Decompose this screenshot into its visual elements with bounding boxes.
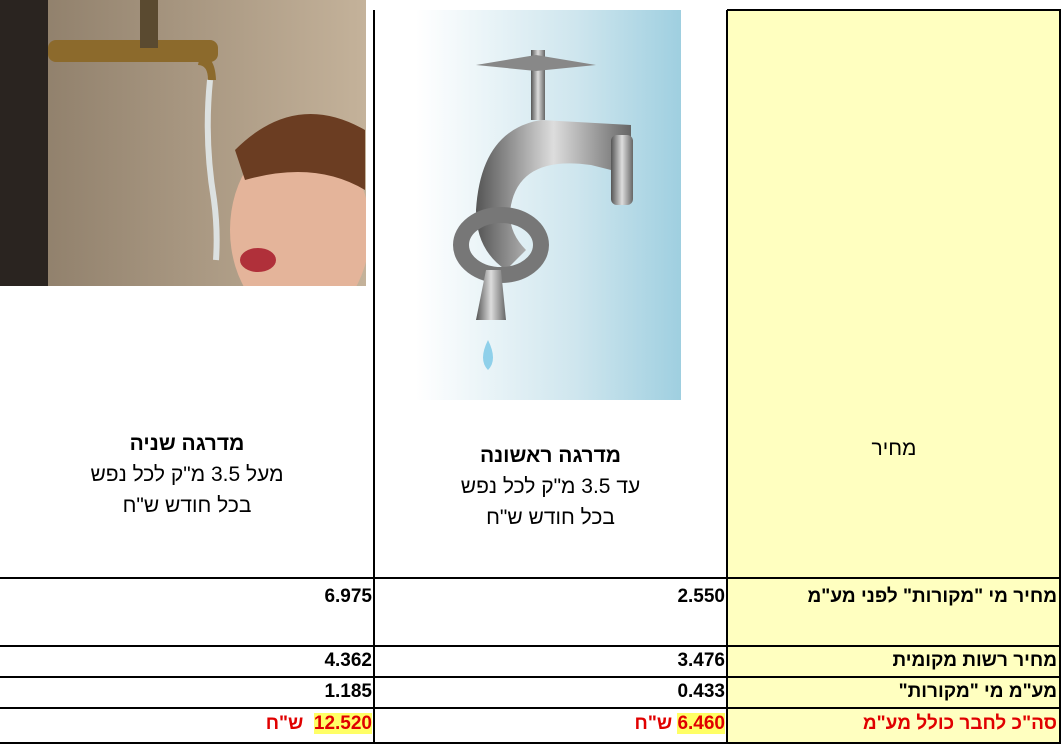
total-unit: ש"ח <box>635 713 673 734</box>
border <box>0 577 1061 579</box>
cell-value: 2.550 <box>374 582 725 612</box>
border <box>0 645 1061 647</box>
border <box>0 707 1061 709</box>
tier-header: מדרגה שניה מעל 3.5 מ"ק לכל נפש בכל חודש … <box>0 428 374 521</box>
total-label: סה"כ לחבר כולל מע"מ <box>727 709 1061 739</box>
total-cell: 12.520 ש"ח <box>0 709 372 739</box>
total-value: 12.520 <box>314 713 372 734</box>
tier-line: בכל חודש ש"ח <box>0 490 374 521</box>
page: {"table": { "header": { "label": "מחיר",… <box>0 0 1061 744</box>
row-label: מחיר מי "מקורות" לפני מע"מ <box>727 580 1061 613</box>
row-label: מחיר רשות מקומית <box>727 646 1061 676</box>
tier-line: מעל 3.5 מ"ק לכל נפש <box>0 459 374 490</box>
tier-line: בכל חודש ש"ח <box>374 502 727 533</box>
photo-knotted-faucet <box>416 10 681 400</box>
border <box>726 10 728 744</box>
cell-value: 6.975 <box>0 582 372 612</box>
border <box>727 9 1061 11</box>
border <box>373 10 375 744</box>
cell-value: 3.476 <box>374 646 725 676</box>
tier-header: מדרגה ראשונה עד 3.5 מ"ק לכל נפש בכל חודש… <box>374 440 727 533</box>
total-unit: ש"ח <box>266 713 304 734</box>
label-column <box>727 10 1061 744</box>
cell-value: 1.185 <box>0 677 372 707</box>
tier-title: מדרגה ראשונה <box>374 440 727 471</box>
cell-value: 4.362 <box>0 646 372 676</box>
tier-line: עד 3.5 מ"ק לכל נפש <box>374 471 727 502</box>
row-label: מע"מ מי "מקורות" <box>727 677 1061 707</box>
header-label: מחיר <box>727 433 1061 464</box>
cell-value: 0.433 <box>374 677 725 707</box>
total-value: 6.460 <box>677 713 725 734</box>
border <box>0 676 1061 678</box>
tier-title: מדרגה שניה <box>0 428 374 459</box>
total-cell: 6.460 ש"ח <box>374 709 725 739</box>
photo-child-drinking <box>0 0 366 286</box>
